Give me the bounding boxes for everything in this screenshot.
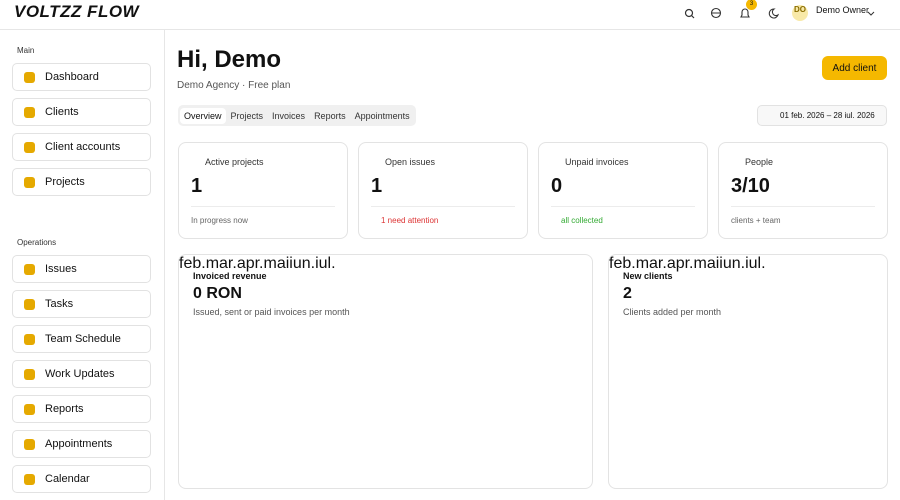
nav-item[interactable]: Calendar	[12, 465, 151, 493]
chart-subtitle: Issued, sent or paid invoices per month	[193, 307, 350, 317]
chart-subtitle: Clients added per month	[623, 307, 722, 317]
nav-item[interactable]: Dashboard	[12, 63, 151, 91]
tab[interactable]: Projects	[230, 110, 264, 121]
nav-icon	[24, 334, 35, 345]
stat-label: People	[745, 157, 774, 167]
nav-item[interactable]: Tasks	[12, 290, 151, 318]
notification-badge: 3	[746, 0, 757, 10]
x-tick-label: iul.	[745, 255, 766, 272]
tab[interactable]: Overview	[180, 107, 226, 124]
x-tick-label: mai	[693, 255, 720, 272]
nav-item[interactable]: Team Schedule	[12, 325, 151, 353]
x-tick-label: iun.	[719, 255, 746, 272]
x-tick-label: iun.	[289, 255, 316, 272]
divider	[731, 206, 875, 207]
stat-note: In progress now	[191, 216, 248, 225]
avatar: DO	[794, 5, 806, 14]
chart-plot: feb.mar.apr.maiiun.iul.	[609, 255, 766, 273]
brand: VOLTZZ FLOW	[14, 2, 140, 21]
x-tick-label: mar.	[205, 255, 237, 272]
chart-title: New clients	[623, 271, 673, 281]
x-tick-label: feb.	[179, 255, 206, 272]
stat-note: clients + team	[731, 216, 781, 225]
stat-card: Active projects 1 In progress now	[178, 142, 348, 239]
subtitle: Demo Agency · Free plan	[177, 80, 291, 91]
nav-icon	[24, 107, 35, 118]
chart-card: Invoiced revenue 0 RON Issued, sent or pai…	[178, 254, 593, 489]
x-tick-label: iul.	[315, 255, 336, 272]
add-client-button[interactable]: Add client	[822, 56, 887, 80]
stat-label: Open issues	[385, 157, 436, 167]
stat-note: 1 need attention	[381, 216, 439, 225]
nav-item[interactable]: Projects	[12, 168, 151, 196]
x-tick-label: mai	[263, 255, 290, 272]
chart-headline: 2	[623, 285, 632, 302]
section-title: Main	[17, 46, 35, 55]
top-bar: VOLTZZ FLOW 3 DO Demo Owner	[0, 0, 900, 30]
stat-note: all collected	[561, 216, 603, 225]
chart-plot: feb.mar.apr.maiiun.iul.	[179, 255, 336, 273]
nav-item[interactable]: Reports	[12, 395, 151, 423]
nav-icon	[24, 474, 35, 485]
greeting: Hi, Demo	[177, 46, 282, 73]
tab[interactable]: Invoices	[272, 110, 306, 121]
header-icons	[684, 5, 875, 21]
x-tick-label: apr.	[666, 255, 694, 272]
x-tick-label: apr.	[236, 255, 264, 272]
nav-item[interactable]: Clients	[12, 98, 151, 126]
divider	[191, 206, 335, 207]
section-title: Operations	[17, 238, 57, 247]
stat-value: 1	[191, 175, 203, 197]
stat-card: Unpaid invoices 0 all collected	[538, 142, 708, 239]
stat-card: People 3/10 clients + team	[718, 142, 888, 239]
nav-icon	[24, 264, 35, 275]
stat-value: 3/10	[731, 175, 770, 197]
nav-item[interactable]: Client accounts	[12, 133, 151, 161]
x-tick-label: mar.	[635, 255, 667, 272]
stat-card: Open issues 1 1 need attention	[358, 142, 528, 239]
stat-value: 1	[371, 175, 383, 197]
nav-item[interactable]: Appointments	[12, 430, 151, 458]
nav-icon	[24, 299, 35, 310]
stat-value: 0	[551, 175, 563, 197]
chart-card: New clients 2 Clients added per month feb.m…	[608, 254, 888, 489]
user-name[interactable]: Demo Owner	[816, 5, 870, 15]
nav-icon	[24, 72, 35, 83]
date-range[interactable]: 01 feb. 2026 – 28 iul. 2026	[757, 105, 887, 126]
nav-icon	[24, 404, 35, 415]
sidebar: Main Dashboard Clients Client accounts Proje…	[0, 30, 165, 500]
x-tick-label: feb.	[609, 255, 636, 272]
nav-item[interactable]: Issues	[12, 255, 151, 283]
nav-icon	[24, 369, 35, 380]
nav-icon	[24, 439, 35, 450]
chart-title: Invoiced revenue	[193, 271, 267, 281]
nav-icon	[24, 177, 35, 188]
tabs: Overview Projects Invoices Reports Appointme…	[178, 105, 416, 126]
divider	[551, 206, 695, 207]
main: Hi, Demo Demo Agency · Free plan Add cli…	[165, 30, 900, 500]
tab[interactable]: Reports	[314, 110, 346, 121]
tab[interactable]: Appointments	[354, 110, 410, 121]
stat-label: Active projects	[205, 157, 264, 167]
nav-item[interactable]: Work Updates	[12, 360, 151, 388]
divider	[371, 206, 515, 207]
chart-headline: 0 RON	[193, 285, 242, 302]
nav-icon	[24, 142, 35, 153]
stat-label: Unpaid invoices	[565, 157, 629, 167]
